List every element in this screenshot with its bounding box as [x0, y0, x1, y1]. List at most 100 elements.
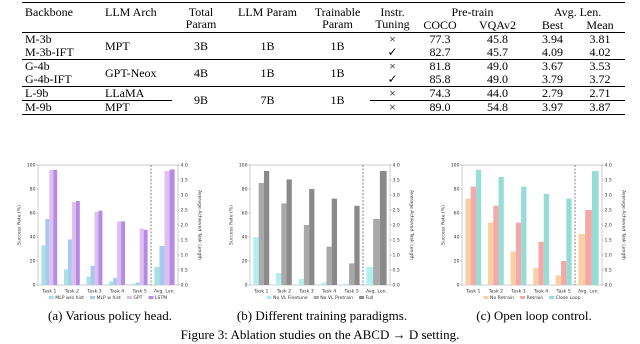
- table-cell: 3.97: [530, 100, 576, 115]
- row-group: G-4b GPT-Neox 4B 1B 1B × 81.8 49.0 3.67 3.53 G-4b-…: [22, 58, 626, 87]
- bar: [298, 279, 304, 285]
- bar: [71, 202, 76, 285]
- bar: [53, 169, 58, 285]
- table-cell: 45.8: [465, 31, 531, 46]
- bar: [326, 246, 332, 285]
- bar: [555, 275, 562, 285]
- y2-tick-label: 3.5: [181, 178, 188, 184]
- header-cell: Instr. Tuning: [370, 2, 415, 32]
- bar: [521, 186, 527, 285]
- y-tick-label: 60: [454, 211, 460, 217]
- legend-label: GPT: [133, 295, 142, 301]
- table-cell: 3.53: [575, 58, 626, 73]
- table-cell: 74.3: [415, 85, 465, 101]
- y-tick-label: 40: [454, 235, 460, 241]
- table-cell: 3.94: [530, 31, 576, 46]
- bar: [94, 211, 99, 285]
- bar: [470, 186, 476, 285]
- bar: [253, 237, 259, 285]
- table-cell: 1B: [230, 58, 305, 86]
- legend-label: No Retrain: [490, 295, 514, 301]
- y2-tick-label: 2.0: [181, 223, 188, 229]
- bar: [263, 171, 270, 285]
- table-cell: ×: [370, 85, 415, 101]
- y2-tick-label: 1.0: [605, 253, 612, 259]
- y2-axis-title: Average Achieved Task Length: [621, 190, 627, 260]
- table-cell: ✓: [387, 72, 398, 86]
- x-tick-label: Task 1: [253, 289, 268, 295]
- table-row: G-4b GPT-Neox 4B 1B 1B × 81.8 49.0 3.67 3.53: [22, 58, 626, 86]
- header-cell: Total Param: [172, 2, 230, 32]
- bar: [366, 267, 374, 285]
- y-tick-label: 0: [33, 283, 36, 289]
- bar: [275, 273, 282, 285]
- x-tick-label: Task 1: [41, 289, 56, 295]
- x-tick-label: Task 4: [533, 289, 548, 295]
- header-cell: LLM Param: [230, 2, 305, 32]
- legend-label: Full: [366, 295, 374, 301]
- table-cell: 3.79: [542, 72, 564, 86]
- y2-tick-label: 4.0: [605, 163, 612, 169]
- legend-swatch: [126, 296, 132, 299]
- bar: [113, 277, 118, 285]
- bar: [379, 171, 387, 285]
- table-cell: 85.8: [429, 72, 451, 86]
- bar: [131, 283, 136, 285]
- table-cell: 77.3: [415, 31, 465, 46]
- bar: [591, 171, 599, 285]
- legend-swatch: [483, 296, 489, 299]
- bar: [41, 245, 46, 285]
- legend: No Retrain Retrain Close Loop: [483, 295, 581, 301]
- y-axis-title: Success Rate (%): [17, 205, 23, 245]
- bar: [321, 282, 327, 285]
- subheader-cell: Mean: [575, 18, 626, 33]
- table-cell: 3B: [172, 31, 230, 59]
- bar: [510, 251, 516, 285]
- table-cell: 4.02: [589, 45, 611, 59]
- x-tick-label: Avg. Len.: [154, 289, 175, 295]
- table-cell: 44.0: [465, 85, 531, 101]
- legend-swatch: [89, 296, 95, 299]
- y2-tick-label: 2.5: [181, 208, 188, 214]
- table-cell: ×: [370, 100, 415, 115]
- y2-tick-label: 2.0: [605, 223, 612, 229]
- bar: [139, 228, 144, 285]
- caption: (a) Various policy head.: [48, 308, 172, 323]
- x-tick-label: Task 3: [510, 289, 525, 295]
- bar: [86, 276, 91, 285]
- table-cell: ✓: [387, 45, 398, 59]
- bar: [373, 219, 380, 285]
- y-tick-label: 40: [30, 235, 36, 241]
- table-cell: 89.0: [415, 100, 465, 115]
- legend-label: Close Loop: [556, 295, 581, 301]
- bar: [98, 210, 103, 285]
- legend-label: MLP w/o hist: [55, 295, 84, 301]
- bar: [543, 193, 550, 285]
- bar: [349, 263, 355, 285]
- subheader-cell: VQAv2: [465, 18, 531, 33]
- bar: [538, 241, 544, 285]
- y2-tick-label: 2.5: [393, 208, 400, 214]
- legend-swatch: [48, 296, 54, 299]
- bar: [303, 225, 310, 285]
- y2-tick-label: 3.5: [605, 178, 612, 184]
- bar: [585, 210, 592, 285]
- table-row: M-3b MPT 3B 1B 1B × 77.3 45.8 3.94 3.81: [22, 31, 626, 59]
- table-cell: 45.7: [487, 45, 508, 59]
- y-tick-label: 80: [454, 187, 460, 193]
- bar: [566, 198, 572, 285]
- table-cell: 1B: [305, 31, 370, 59]
- legend-label: Retrain: [527, 295, 544, 301]
- caption: (b) Different training paradigms.: [237, 308, 407, 323]
- table-row: G-4b-IFT ✓ 85.8 49.0 3.79 3.72: [22, 73, 625, 87]
- table-cell: GPT-Neox: [102, 58, 172, 86]
- table-cell: 81.8: [415, 58, 465, 73]
- table-cell: ×: [370, 31, 415, 46]
- x-tick-label: Task 2: [276, 289, 291, 295]
- y-tick-label: 20: [242, 259, 248, 265]
- table-cell: 49.0: [487, 72, 508, 86]
- subheader-cell: Best: [530, 18, 576, 33]
- y2-tick-label: 3.0: [393, 193, 400, 199]
- y-tick-label: 20: [454, 259, 460, 265]
- table-cell: 2.71: [575, 85, 626, 101]
